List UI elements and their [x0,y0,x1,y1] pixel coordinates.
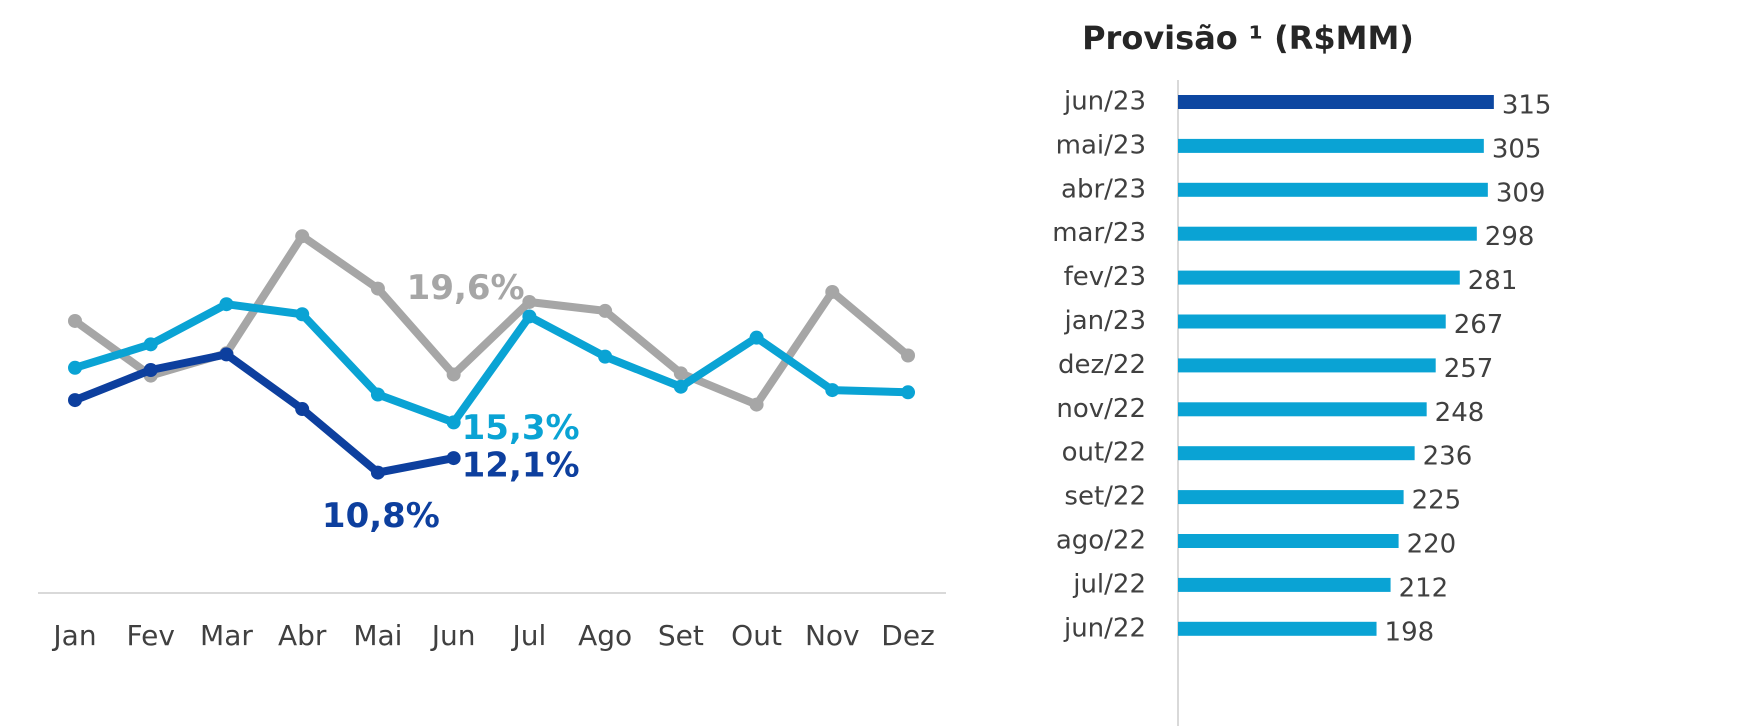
bar [1178,95,1494,109]
point [522,294,537,309]
x-tick-label: Abr [278,619,327,652]
x-tick-label: Ago [578,619,632,652]
series-line [73,300,909,427]
bar [1178,490,1404,505]
point [143,337,158,352]
bar [1178,446,1415,461]
bar [1178,621,1377,636]
y-tick-label: jun/23 [1063,87,1146,117]
point [749,330,764,345]
point [598,349,613,364]
point [825,284,840,299]
bar [1178,270,1460,285]
x-tick-label: Out [731,619,782,652]
data-label: 315 [1502,91,1552,121]
point [219,297,234,312]
data-label: 212 [1399,573,1449,603]
x-tick-label: Jul [510,619,546,652]
data-label: 267 [1454,310,1504,340]
data-label: 198 [1385,617,1435,647]
bar [1178,577,1391,592]
x-tick-label: Dez [881,619,934,652]
data-label: 257 [1444,354,1494,384]
point [673,379,688,394]
y-tick-label: jul/22 [1072,569,1146,599]
point [901,385,916,400]
point [68,313,82,328]
bar [1178,226,1477,241]
point [446,415,461,430]
data-label: 236 [1423,442,1473,472]
point [825,383,840,398]
point [901,348,916,363]
y-tick-label: mai/23 [1056,130,1146,160]
x-tick-label: Fev [127,619,175,652]
point [749,397,764,412]
point [370,465,385,480]
data-label: 15,3% [462,408,580,448]
x-tick-label: Nov [805,619,860,652]
data-label: 19,6% [407,268,525,308]
point [446,451,461,466]
x-tick-label: Set [658,619,704,652]
bar-title: Provisão ¹ (R$MM) [1082,19,1414,57]
series-line [73,350,455,477]
y-tick-label: ago/22 [1056,526,1146,556]
point [370,387,385,402]
data-label: 220 [1407,530,1457,560]
point [295,229,310,244]
x-tick-label: Mar [200,619,253,652]
y-tick-label: out/22 [1062,438,1146,468]
y-tick-label: fev/23 [1064,262,1146,292]
point [370,281,385,296]
point [143,363,158,377]
x-tick-label: Jun [430,619,476,652]
x-tick-label: Jan [51,619,96,652]
data-label: 12,1% [462,446,580,486]
y-tick-label: dez/22 [1058,350,1146,380]
data-label: 281 [1468,266,1518,296]
bar [1178,314,1446,329]
point [598,303,613,318]
point [673,366,688,381]
bar [1178,182,1488,197]
data-label: 225 [1412,486,1462,516]
y-tick-label: nov/22 [1056,394,1146,424]
point [295,402,310,417]
point [446,367,461,382]
data-label: 248 [1435,398,1485,428]
data-label: 10,8% [322,496,440,536]
bar [1178,138,1484,153]
bar [1178,358,1436,373]
data-label: 305 [1492,134,1542,164]
point [522,309,537,324]
y-tick-label: abr/23 [1061,174,1146,204]
bar [1178,534,1399,548]
y-tick-label: jun/22 [1063,613,1146,643]
bar [1178,402,1427,417]
point [68,360,82,375]
point [68,393,82,408]
x-tick-label: Mai [353,619,402,652]
y-tick-label: set/22 [1064,482,1146,512]
data-label: 298 [1485,222,1535,252]
point [295,307,310,322]
y-tick-label: jan/23 [1064,306,1146,336]
data-label: 309 [1496,178,1546,208]
y-tick-label: mar/23 [1052,218,1146,248]
point [219,347,234,362]
